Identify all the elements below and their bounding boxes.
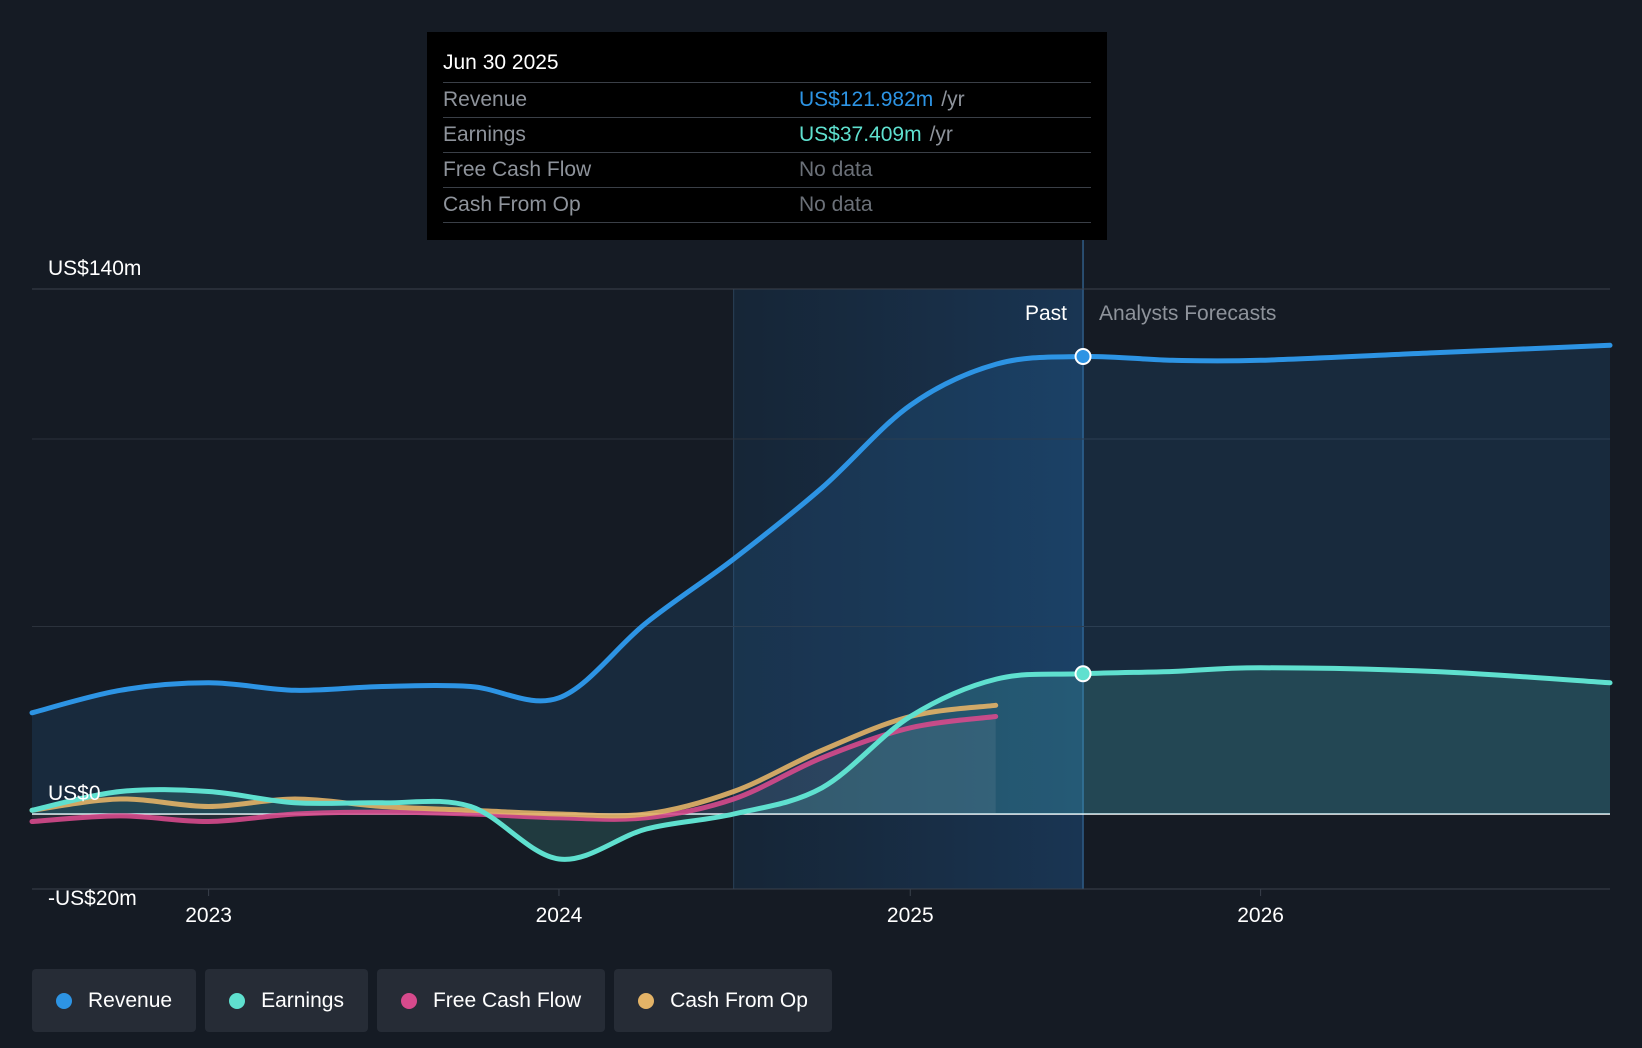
legend-label: Earnings	[261, 988, 344, 1012]
tooltip-unit: /yr	[941, 88, 965, 111]
forecast-label: Analysts Forecasts	[1099, 302, 1276, 325]
tooltip-value: US$121.982m	[799, 88, 934, 111]
legend-label: Revenue	[88, 988, 173, 1012]
legend-item-cash-from-op[interactable]: Cash From Op	[614, 969, 832, 1032]
legend-item-earnings[interactable]: Earnings	[205, 969, 368, 1032]
marker-revenue	[1074, 348, 1092, 365]
tooltip-value: No data	[799, 193, 873, 216]
tooltip-value: US$37.409m	[799, 123, 922, 146]
past-highlight-band	[733, 289, 1084, 889]
y-tick-label: US$0	[48, 782, 101, 805]
legend-label: Free Cash Flow	[432, 988, 582, 1012]
legend-dot-icon	[400, 992, 417, 1009]
legend-label: Cash From Op	[670, 988, 808, 1012]
area-revenue	[32, 345, 1610, 814]
tooltip-value: No data	[799, 158, 873, 181]
series-line-earnings	[29, 665, 1613, 862]
tooltip-label: Earnings	[443, 123, 526, 146]
tooltip-row-revenue: Revenue US$121.982m/yr	[443, 83, 1091, 118]
tooltip-label: Free Cash Flow	[443, 158, 592, 181]
marker-earnings	[1074, 665, 1092, 683]
x-tick-label: 2026	[1237, 904, 1284, 927]
series-line-fcf	[29, 714, 999, 825]
tooltip-date: Jun 30 2025	[443, 46, 1091, 83]
tooltip-unit: /yr	[929, 123, 953, 146]
legend-dot-icon	[638, 992, 655, 1009]
legend-dot-icon	[229, 992, 246, 1009]
tooltip-row-earnings: Earnings US$37.409m/yr	[443, 118, 1091, 153]
x-tick-label: 2023	[185, 904, 232, 927]
series-line-cfo	[29, 702, 999, 819]
legend-item-free-cash-flow[interactable]: Free Cash Flow	[376, 969, 606, 1032]
legend-item-revenue[interactable]: Revenue	[32, 969, 197, 1032]
y-tick-label: US$140m	[48, 257, 141, 280]
tooltip-label: Revenue	[443, 88, 528, 111]
chart-legend: Revenue Earnings Free Cash Flow Cash Fro…	[32, 969, 832, 1032]
past-label: Past	[1025, 302, 1067, 325]
y-tick-label: -US$20m	[48, 887, 137, 910]
hover-tooltip: Jun 30 2025 Revenue US$121.982m/yr Earni…	[427, 32, 1107, 240]
series-line-revenue	[29, 342, 1613, 716]
tooltip-row-free-cash-flow: Free Cash Flow No data	[443, 153, 1091, 188]
tooltip-row-cash-from-op: Cash From Op No data	[443, 188, 1091, 223]
x-tick-label: 2024	[536, 904, 583, 927]
legend-dot-icon	[56, 992, 72, 1009]
tooltip-label: Cash From Op	[443, 193, 581, 216]
area-fcf	[32, 716, 996, 822]
x-tick-label: 2025	[887, 904, 934, 927]
